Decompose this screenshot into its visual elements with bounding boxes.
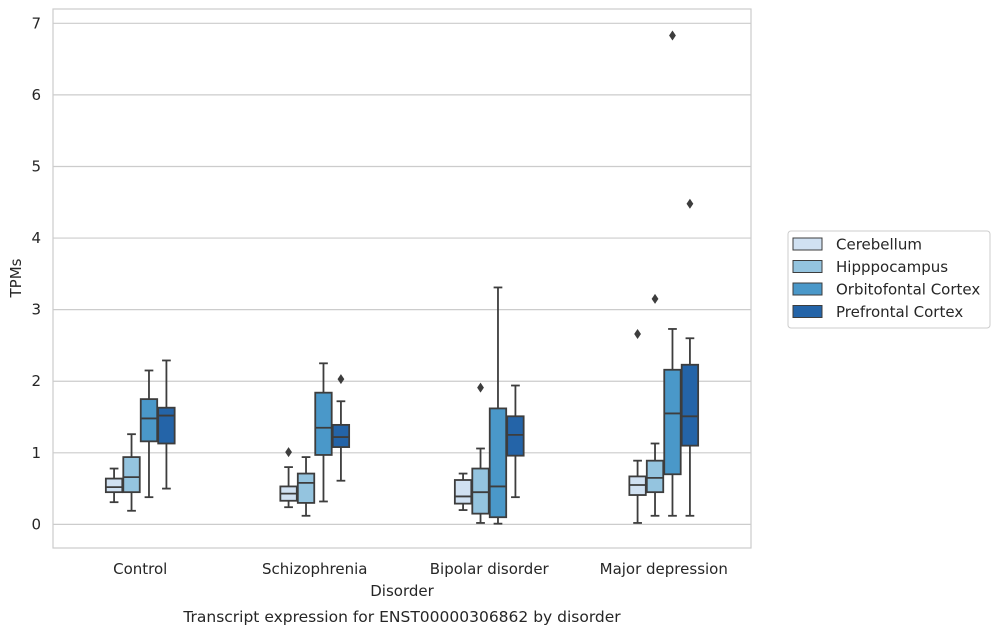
iqr-box bbox=[488, 407, 508, 519]
legend-swatch bbox=[792, 282, 823, 296]
y-tick-label: 6 bbox=[31, 86, 41, 104]
outlier-point bbox=[651, 293, 659, 304]
box-hipppocampus bbox=[122, 433, 141, 512]
x-tick-label: Schizophrenia bbox=[262, 560, 367, 578]
outlier-point bbox=[686, 198, 694, 209]
y-tick-label: 2 bbox=[31, 372, 41, 390]
outlier-point bbox=[669, 30, 676, 41]
legend-label: Orbitofontal Cortex bbox=[836, 281, 980, 299]
legend-swatch bbox=[792, 305, 823, 318]
iqr-box bbox=[645, 459, 665, 494]
outlier-point bbox=[477, 382, 484, 393]
legend-frame bbox=[787, 230, 991, 329]
box-hipppocampus bbox=[645, 293, 665, 517]
box-plots bbox=[104, 30, 700, 525]
iqr-box bbox=[663, 368, 682, 476]
y-tick-label: 7 bbox=[31, 14, 41, 32]
outlier-point bbox=[634, 328, 641, 339]
x-tick-label: Control bbox=[113, 560, 167, 578]
box-cerebellum bbox=[279, 447, 298, 509]
y-tick-label: 1 bbox=[31, 444, 41, 462]
box-prefrontal-cortex bbox=[157, 359, 176, 490]
box-orbitofontal-cortex bbox=[488, 286, 508, 525]
x-axis-label: Disorder bbox=[370, 582, 434, 600]
iqr-box bbox=[104, 477, 124, 494]
x-tick-labels: Control Schizophrenia Bipolar disorder Majo… bbox=[113, 560, 728, 578]
plot-frame bbox=[52, 8, 752, 549]
y-axis-label: TPMs bbox=[7, 258, 25, 298]
outlier-point bbox=[285, 447, 292, 458]
iqr-box bbox=[122, 456, 141, 494]
iqr-box bbox=[471, 467, 490, 515]
y-tick-labels: 0 1 2 3 4 5 6 7 bbox=[31, 14, 41, 533]
box-orbitofontal-cortex bbox=[663, 30, 682, 517]
box-orbitofontal-cortex bbox=[139, 369, 159, 499]
iqr-box bbox=[296, 472, 316, 504]
iqr-box bbox=[157, 406, 176, 445]
legend-label: Hipppocampus bbox=[836, 258, 948, 276]
legend-swatch bbox=[792, 260, 823, 273]
iqr-box bbox=[314, 391, 333, 456]
legend-swatch bbox=[792, 237, 823, 251]
x-tick-label: Bipolar disorder bbox=[430, 560, 550, 578]
iqr-box bbox=[680, 363, 700, 447]
iqr-box bbox=[331, 423, 351, 448]
box-orbitofontal-cortex bbox=[314, 362, 333, 503]
box-hipppocampus bbox=[471, 382, 490, 524]
outlier-point bbox=[337, 374, 345, 385]
box-hipppocampus bbox=[296, 456, 316, 517]
box-prefrontal-cortex bbox=[680, 198, 700, 517]
chart-caption: Transcript expression for ENST0000030686… bbox=[182, 608, 621, 626]
grid-lines bbox=[53, 22, 751, 525]
y-tick-label: 3 bbox=[31, 301, 41, 319]
legend-label: Cerebellum bbox=[836, 236, 922, 254]
iqr-box bbox=[453, 479, 473, 505]
box-cerebellum bbox=[453, 472, 473, 511]
box-cerebellum bbox=[628, 328, 647, 524]
legend-label: Prefrontal Cortex bbox=[836, 303, 963, 321]
iqr-box bbox=[506, 415, 525, 457]
box-prefrontal-cortex bbox=[331, 374, 351, 482]
box-prefrontal-cortex bbox=[506, 384, 525, 499]
box-cerebellum bbox=[104, 467, 124, 504]
y-tick-label: 4 bbox=[31, 229, 41, 247]
legend: Cerebellum Hipppocampus Orbitofontal Corte… bbox=[787, 230, 991, 329]
x-tick-label: Major depression bbox=[600, 560, 728, 578]
iqr-box bbox=[139, 398, 159, 443]
y-tick-label: 0 bbox=[31, 515, 41, 533]
y-tick-label: 5 bbox=[31, 157, 41, 175]
